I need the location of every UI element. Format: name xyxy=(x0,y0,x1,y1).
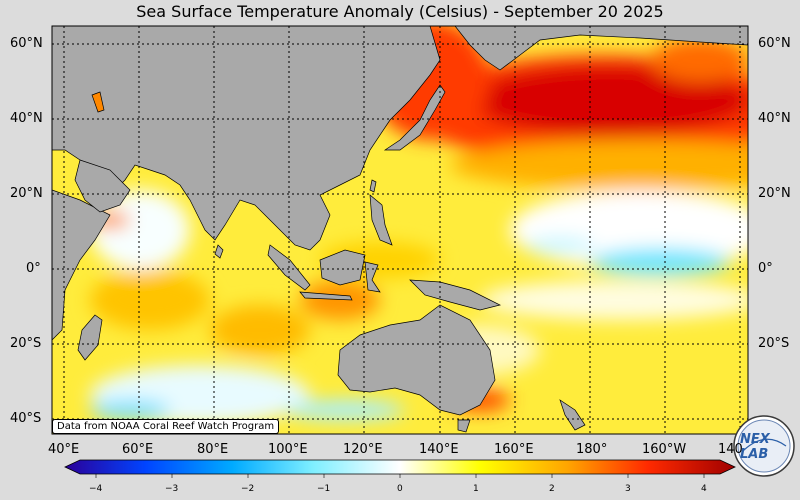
land-borneo xyxy=(319,249,366,286)
colorbar-tick-label: −3 xyxy=(165,484,179,494)
lat-label-left-40n: 40°N xyxy=(10,111,43,126)
lon-label-40e: 40°E xyxy=(48,442,80,457)
lat-label-left-20n: 20°N xyxy=(10,186,43,201)
landmasses xyxy=(52,26,748,433)
graticule xyxy=(52,26,748,434)
map-frame xyxy=(51,25,749,435)
land-caspian-sea xyxy=(91,91,105,113)
land-taiwan xyxy=(369,179,377,193)
lat-label-left-20s: 20°S xyxy=(10,336,42,351)
land-africa xyxy=(52,189,111,341)
land-madagascar xyxy=(77,314,103,361)
lat-label-right-20n: 20°N xyxy=(758,186,791,201)
land-arabia xyxy=(74,159,131,213)
lon-label-180: 180° xyxy=(576,442,608,457)
logo-text: NEX LAB xyxy=(740,432,770,462)
land-philippines xyxy=(369,194,393,246)
lon-label-120e: 120°E xyxy=(343,442,383,457)
lat-label-right-40n: 40°N xyxy=(758,111,791,126)
lon-label-160w: 160°W xyxy=(642,442,687,457)
colorbar-tick-label: 1 xyxy=(473,484,479,494)
lat-label-right-0: 0° xyxy=(758,261,773,276)
data-credit: Data from NOAA Coral Reef Watch Program xyxy=(52,419,280,434)
colorbar-tick-label: −1 xyxy=(317,484,331,494)
land-new-zealand xyxy=(559,399,586,431)
lon-label-140w: 140 xyxy=(718,442,743,457)
lon-label-60e: 60°E xyxy=(122,442,154,457)
map-title: Sea Surface Temperature Anomaly (Celsius… xyxy=(136,2,664,21)
colorbar-tick-label: 3 xyxy=(625,484,631,494)
lon-label-100e: 100°E xyxy=(268,442,308,457)
land-tasmania xyxy=(457,419,471,433)
colorbar-tick-label: −4 xyxy=(89,484,103,494)
land-srilanka xyxy=(214,244,224,259)
colorbar-tick-label: 4 xyxy=(701,484,707,494)
lat-label-left-60n: 60°N xyxy=(10,36,43,51)
colorbar-tick-label: −2 xyxy=(241,484,255,494)
colorbar-tick-label: 2 xyxy=(549,484,555,494)
lat-label-left-0: 0° xyxy=(26,261,41,276)
lon-label-140e: 140°E xyxy=(419,442,459,457)
nex-lab-logo xyxy=(733,415,795,477)
lat-label-right-60n: 60°N xyxy=(758,36,791,51)
lat-label-right-20s: 20°S xyxy=(758,336,790,351)
lat-label-left-40s: 40°S xyxy=(10,411,42,426)
land-australia xyxy=(337,304,496,416)
lon-label-80e: 80°E xyxy=(197,442,229,457)
land-japan xyxy=(383,84,446,151)
colorbar-tick-label: 0 xyxy=(397,484,403,494)
lon-label-160e: 160°E xyxy=(494,442,534,457)
land-java xyxy=(299,291,353,301)
colorbar xyxy=(64,459,736,478)
land-new-guinea xyxy=(409,279,502,311)
land-far-east xyxy=(454,26,748,71)
